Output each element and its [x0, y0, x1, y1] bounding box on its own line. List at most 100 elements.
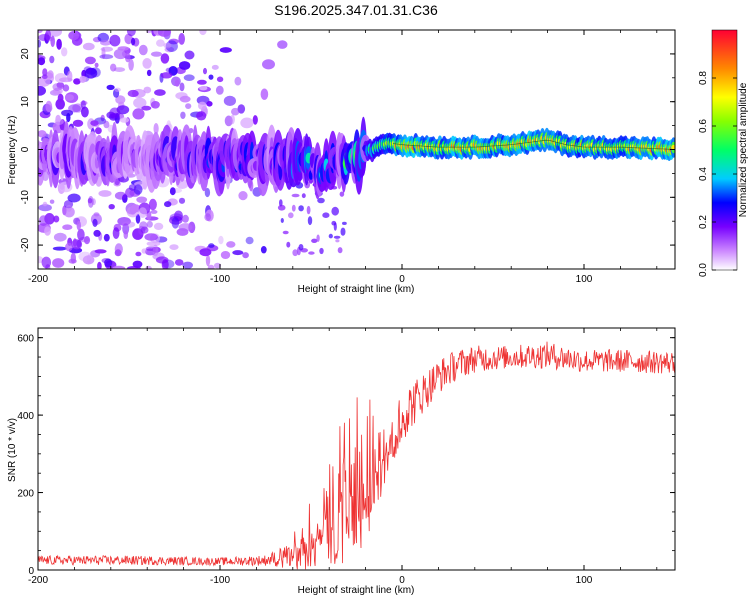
noise-cell: [38, 130, 47, 138]
noise-cell: [199, 86, 208, 91]
noise-cell: [331, 206, 340, 216]
noise-cell: [234, 76, 242, 86]
noise-cell: [78, 251, 92, 262]
noise-cell: [138, 207, 147, 219]
noise-cell: [114, 243, 123, 256]
noise-cell: [127, 89, 139, 98]
snr-x-label: Height of straight line (km): [298, 585, 415, 596]
noise-cell: [277, 40, 288, 49]
noise-cell: [286, 241, 291, 248]
noise-cell: [95, 127, 102, 135]
noise-cell: [198, 101, 207, 110]
noise-cell: [112, 265, 126, 269]
noise-cell: [52, 258, 65, 268]
noise-cell: [199, 248, 212, 257]
noise-cell: [98, 190, 112, 197]
y-tick-label: -10: [20, 190, 31, 205]
noise-cell: [306, 205, 311, 215]
noise-cell: [61, 109, 74, 117]
noise-cell: [153, 123, 159, 135]
noise-cell: [301, 193, 306, 199]
noise-cell: [240, 117, 254, 129]
noise-cell: [298, 205, 304, 212]
ridge-center-line: [392, 139, 674, 150]
noise-cell: [157, 30, 172, 37]
noise-cell: [38, 75, 51, 87]
noise-cell: [90, 67, 101, 78]
noise-cell: [260, 88, 269, 100]
noise-cell: [152, 244, 159, 257]
noise-cell: [41, 256, 52, 269]
noise-cell: [183, 74, 195, 81]
noise-cell: [72, 119, 84, 127]
colorbar-tick-label: 0.8: [698, 71, 709, 85]
noise-cell: [128, 58, 134, 71]
noise-cell: [117, 46, 130, 51]
noise-cell: [65, 242, 73, 252]
noise-cell: [279, 199, 283, 207]
noise-cell: [169, 244, 179, 251]
noise-cell: [76, 220, 82, 231]
spectrogram-y-ticks: -20 -10 0 10 20: [20, 29, 675, 270]
noise-cell: [113, 67, 126, 72]
noise-cell: [308, 251, 315, 255]
colorbar-tick-label: 0.0: [698, 263, 709, 277]
noise-cell: [52, 83, 63, 91]
noise-cell: [307, 216, 313, 226]
x-tick-label: -100: [210, 274, 230, 285]
noise-cell: [44, 226, 51, 236]
snr-panel: -200 -100 0 100 0 200 400 600 Height of straig…: [7, 327, 676, 596]
noise-cell: [72, 103, 84, 113]
noise-cell: [68, 104, 81, 113]
noise-cell: [231, 107, 240, 116]
noise-cell: [277, 204, 286, 211]
noise-cell: [178, 61, 191, 70]
noise-cell: [109, 34, 121, 47]
noise-cell: [141, 248, 147, 254]
noise-cell: [333, 222, 337, 231]
noise-cell: [56, 38, 62, 50]
noise-cell: [184, 50, 195, 60]
snr-frame: [37, 327, 676, 571]
noise-cell: [143, 86, 152, 94]
noise-cell: [146, 69, 152, 77]
noise-cell: [150, 51, 163, 57]
spectrogram-heatmap: [38, 30, 675, 269]
y-tick-label: 400: [17, 411, 34, 422]
spectrogram-x-label: Height of straight line (km): [298, 284, 415, 295]
noise-cell: [62, 224, 73, 230]
noise-cell: [291, 204, 296, 212]
noise-cell: [70, 252, 77, 264]
noise-cell: [214, 262, 221, 269]
y-tick-label: 600: [17, 334, 34, 345]
noise-cell: [67, 70, 73, 82]
noise-cell: [237, 104, 246, 114]
figure-title: S196.2025.347.01.31.C36: [274, 2, 438, 18]
colorbar-ticks: 0.0 0.2 0.4 0.6 0.8: [698, 71, 737, 277]
ridge-cell: [671, 144, 675, 151]
noise-cell: [316, 234, 320, 242]
noise-cell: [47, 70, 54, 79]
y-tick-label: 10: [20, 96, 31, 108]
x-tick-label: 0: [399, 274, 405, 285]
noise-cell: [68, 30, 80, 41]
noise-cell: [124, 33, 133, 45]
noise-cell: [83, 236, 91, 245]
noise-cell: [232, 250, 244, 256]
noise-cell: [81, 106, 89, 118]
noise-cell: [62, 84, 70, 92]
noise-cell: [87, 198, 93, 204]
noise-cell: [291, 193, 300, 198]
noise-cell: [38, 39, 42, 48]
noise-cell: [48, 30, 62, 37]
noise-cell: [160, 72, 173, 79]
noise-cell: [171, 217, 180, 229]
noise-cell: [182, 261, 193, 269]
noise-cell: [45, 100, 53, 113]
noise-cell: [176, 228, 189, 236]
noise-cell: [185, 103, 192, 109]
noise-cell: [161, 259, 169, 269]
noise-cell: [115, 95, 126, 105]
snr-series: [38, 341, 675, 570]
